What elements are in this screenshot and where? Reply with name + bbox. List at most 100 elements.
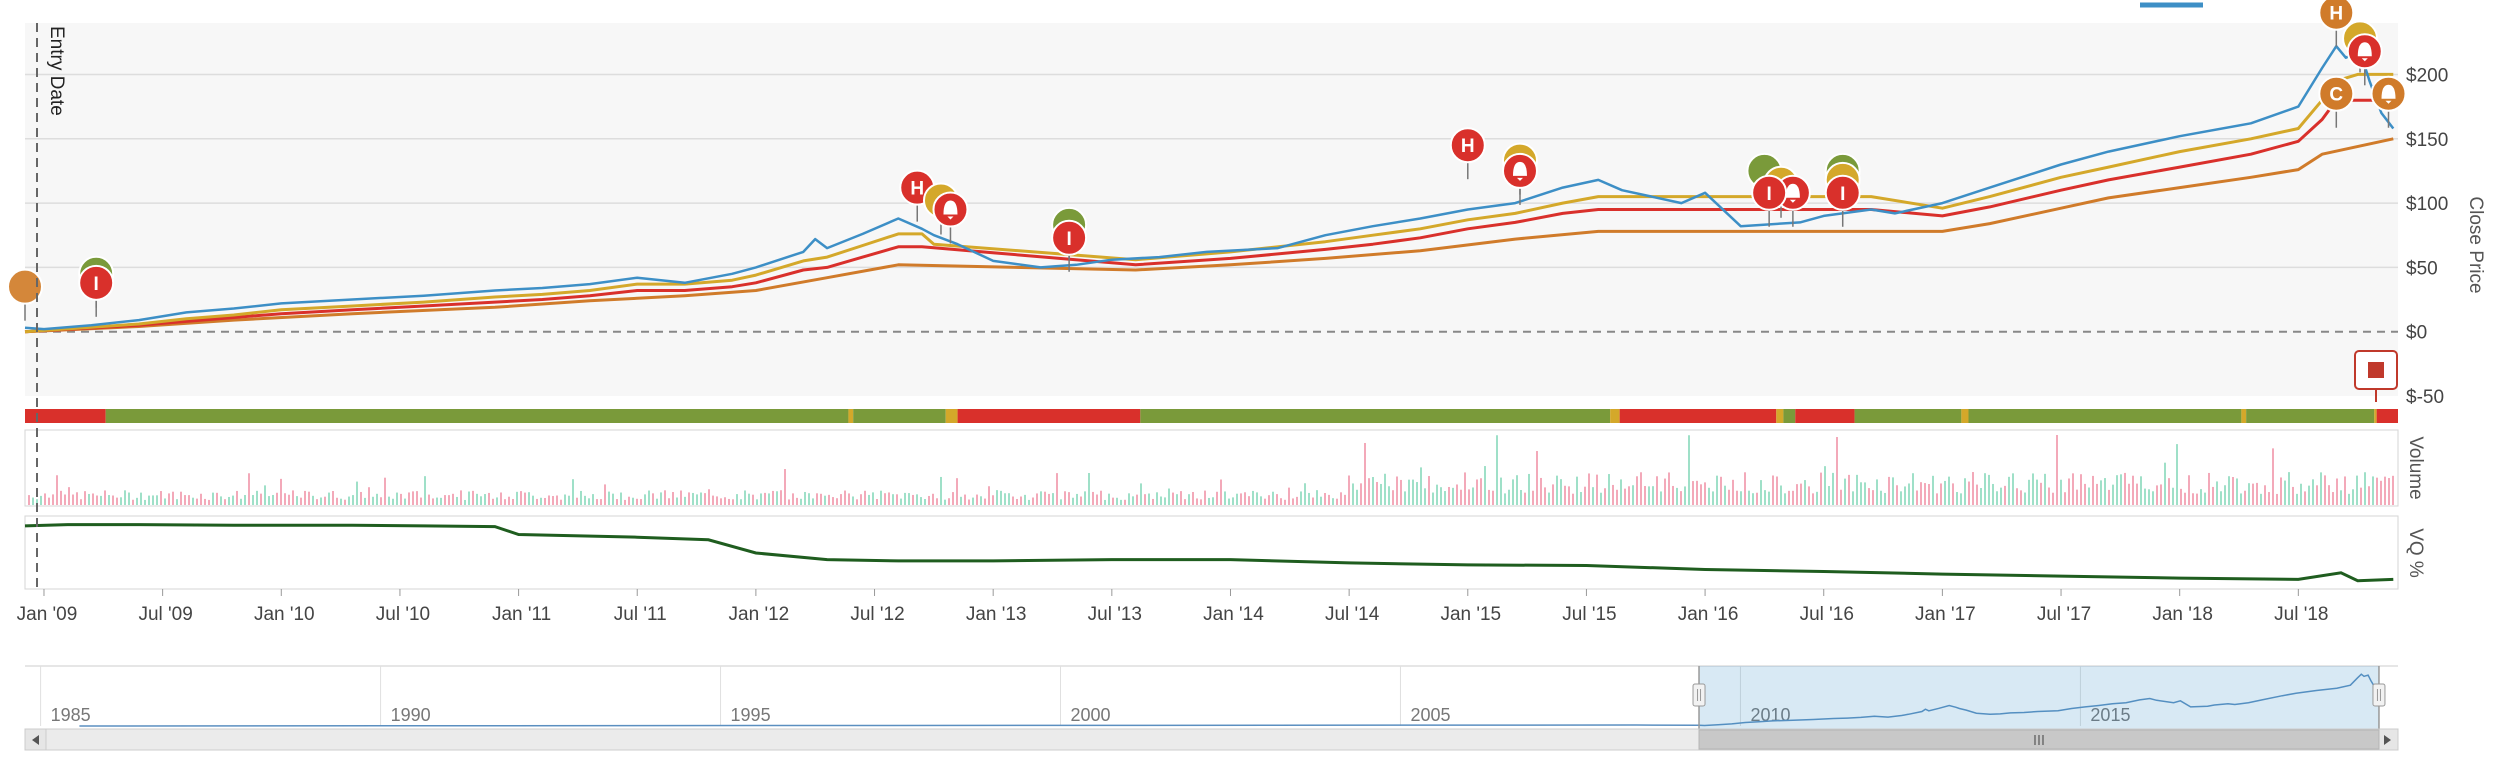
volume-bar: [728, 498, 730, 505]
volume-bar: [1460, 489, 1462, 505]
x-tick-label: Jul '11: [614, 604, 667, 625]
volume-bar: [1756, 492, 1758, 505]
volume-bar: [1540, 477, 1542, 505]
signal-markers[interactable]: I H I H I I H C: [7, 0, 2407, 321]
bell-icon: [2357, 42, 2372, 62]
volume-bar: [2140, 476, 2142, 505]
volume-bar: [2260, 493, 2262, 505]
volume-bar: [232, 495, 234, 505]
volume-bar: [1268, 495, 1270, 505]
volume-bar: [2104, 478, 2106, 505]
volume-bar: [416, 491, 418, 505]
navigator-selected-range[interactable]: [1699, 666, 2379, 729]
volume-bar: [2052, 492, 2054, 505]
volume-bar: [1764, 490, 1766, 505]
navigator-handle-right[interactable]: [2372, 666, 2386, 729]
volume-bar: [272, 494, 274, 505]
signal-marker[interactable]: [7, 268, 43, 321]
volume-bar: [1420, 467, 1422, 505]
volume-bar: [1736, 490, 1738, 505]
signal-marker[interactable]: I: [1824, 174, 1861, 227]
volume-bar: [1748, 490, 1750, 505]
volume-bar: [96, 495, 98, 505]
volume-bar: [560, 499, 562, 505]
volume-bar: [132, 499, 134, 505]
volume-bar: [2280, 477, 2282, 505]
volume-bar: [2132, 475, 2134, 505]
volume-bar: [2384, 476, 2386, 505]
volume-bar: [72, 494, 74, 505]
volume-bar: [408, 492, 410, 505]
volume-bar: [80, 499, 82, 505]
volume-bar: [216, 492, 218, 505]
volume-bar: [756, 499, 758, 505]
volume-bar: [1688, 435, 1690, 505]
volume-bar: [2320, 472, 2322, 505]
volume-bar: [1604, 488, 1606, 505]
volume-bar: [1672, 485, 1674, 505]
volume-bar: [300, 497, 302, 505]
volume-bar: [2296, 493, 2298, 505]
volume-bar: [468, 491, 470, 505]
volume-bar: [740, 499, 742, 505]
volume-bar: [224, 499, 226, 505]
volume-bar: [868, 494, 870, 505]
price-gridlines: [25, 73, 2398, 269]
volume-bar: [500, 492, 502, 505]
volume-bar: [424, 476, 426, 505]
navigator-handle-left[interactable]: [1692, 666, 1706, 729]
volume-bar: [1508, 489, 1510, 505]
volume-bar: [1392, 490, 1394, 505]
volume-bar: [140, 492, 142, 505]
volume-bar: [1056, 473, 1058, 505]
navigator-tick-label: 2015: [2090, 705, 2130, 725]
volume-bar: [148, 495, 150, 505]
volume-bar: [2056, 435, 2058, 505]
volume-bar: [1296, 496, 1298, 505]
volume-bar: [900, 498, 902, 505]
volume-bar: [1060, 499, 1062, 505]
volume-bar: [1000, 490, 1002, 505]
volume-bar: [1204, 490, 1206, 505]
volume-bar: [1816, 491, 1818, 505]
volume-bar: [676, 497, 678, 505]
signal-marker[interactable]: C: [2318, 75, 2355, 128]
volume-bar: [364, 497, 366, 505]
signal-marker[interactable]: I: [1751, 174, 1788, 227]
signal-marker[interactable]: [932, 191, 969, 244]
signal-marker[interactable]: I: [1051, 219, 1088, 272]
signal-marker[interactable]: H: [2318, 0, 2355, 47]
volume-bar: [956, 478, 958, 505]
volume-bar: [1484, 466, 1486, 505]
volume-bar: [860, 494, 862, 505]
volume-bar: [2032, 473, 2034, 505]
volume-bar: [1284, 499, 1286, 505]
volume-bar: [1932, 475, 1934, 505]
volume-bar: [1944, 480, 1946, 505]
signal-marker[interactable]: [2346, 33, 2383, 86]
volume-bar: [1168, 488, 1170, 505]
volume-bar: [1820, 472, 1822, 505]
signal-marker[interactable]: [2370, 75, 2407, 128]
gold-stop-line: [24, 72, 2394, 334]
stop-flag[interactable]: [2354, 350, 2398, 402]
volume-bar: [716, 496, 718, 505]
volume-bar: [1440, 487, 1442, 505]
volume-bar: [2156, 485, 2158, 505]
volume-bar: [1368, 478, 1370, 505]
volume-bar: [1660, 491, 1662, 505]
volume-bar: [168, 493, 170, 505]
signal-marker[interactable]: I: [78, 264, 115, 317]
signal-marker[interactable]: H: [1449, 127, 1486, 180]
volume-bar: [2312, 479, 2314, 505]
vq-line: [24, 523, 2394, 583]
volume-bar: [524, 492, 526, 505]
volume-bar: [920, 497, 922, 505]
signal-marker[interactable]: [1501, 152, 1538, 205]
volume-bar: [128, 492, 130, 505]
navigator[interactable]: 1985 1990 1995 2000 2005 2010 2015: [24, 665, 2399, 751]
volume-bar: [1116, 497, 1118, 505]
volume-bar: [988, 486, 990, 505]
volume-bar: [1680, 491, 1682, 505]
volume-bar: [1096, 494, 1098, 505]
